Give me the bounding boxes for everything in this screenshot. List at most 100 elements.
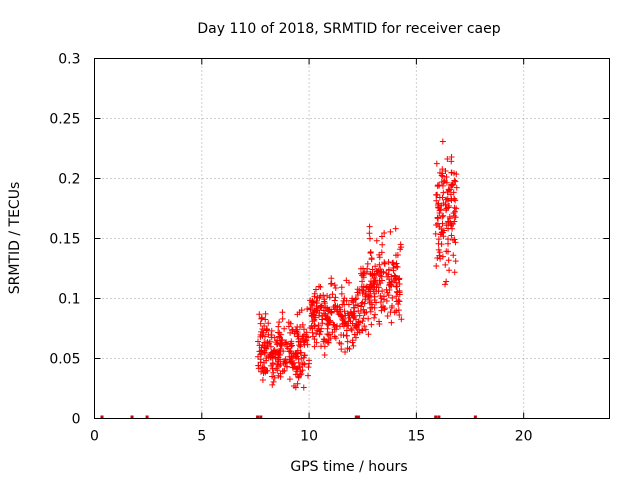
data-point <box>350 342 357 349</box>
y-tick-label: 0.05 <box>49 352 80 368</box>
data-point <box>434 182 441 189</box>
data-point <box>330 321 337 328</box>
data-point <box>367 250 374 257</box>
data-point <box>433 197 440 204</box>
data-point <box>379 288 386 295</box>
data-point <box>367 304 374 311</box>
data-point <box>281 358 288 365</box>
data-point <box>257 320 264 327</box>
data-point <box>258 314 265 321</box>
data-point <box>262 310 269 317</box>
data-point <box>360 306 367 313</box>
data-point <box>347 318 354 325</box>
data-point <box>433 262 440 269</box>
x-axis-label: GPS time / hours <box>290 459 407 475</box>
data-point <box>436 207 443 214</box>
data-point <box>376 261 383 268</box>
data-point <box>378 233 385 240</box>
data-point <box>354 286 361 293</box>
data-point <box>324 320 331 327</box>
data-point <box>261 350 268 357</box>
data-point <box>449 182 456 189</box>
data-point <box>443 179 450 186</box>
data-point <box>436 249 443 256</box>
data-point <box>432 230 439 237</box>
data-point <box>340 297 347 304</box>
data-point <box>381 259 388 266</box>
data-point <box>318 302 325 309</box>
data-point <box>327 335 334 342</box>
data-point <box>436 223 443 230</box>
data-point <box>269 359 276 366</box>
data-point <box>301 361 308 368</box>
data-point <box>443 278 450 285</box>
y-tick-label: 0.3 <box>58 52 80 68</box>
data-point <box>307 305 314 312</box>
data-point <box>368 321 375 328</box>
y-tick-labels: 0 0.05 0.1 0.15 0.2 0.25 0.3 <box>49 52 80 428</box>
data-point <box>439 194 446 201</box>
data-point <box>286 348 293 355</box>
data-point <box>394 288 401 295</box>
data-point <box>445 204 452 211</box>
data-point <box>448 232 455 239</box>
data-point <box>395 301 402 308</box>
data-point <box>450 252 457 259</box>
data-point <box>446 215 453 222</box>
data-point <box>437 255 444 262</box>
data-point <box>261 347 268 354</box>
data-point <box>445 197 452 204</box>
data-point <box>357 307 364 314</box>
chart-title: Day 110 of 2018, SRMTID for receiver cae… <box>197 21 500 37</box>
data-point <box>445 187 452 194</box>
data-point <box>301 331 308 338</box>
data-point <box>435 240 442 247</box>
data-point <box>393 263 400 270</box>
data-point <box>371 314 378 321</box>
data-point <box>296 342 303 349</box>
data-point <box>300 326 307 333</box>
data-point <box>434 202 441 209</box>
data-point <box>312 286 319 293</box>
data-point <box>358 300 365 307</box>
data-point <box>275 357 282 364</box>
data-point <box>434 254 441 261</box>
data-point <box>452 178 459 185</box>
data-point <box>256 311 263 318</box>
data-point <box>258 344 265 351</box>
data-point <box>380 296 387 303</box>
data-point <box>306 360 313 367</box>
data-point <box>275 323 282 330</box>
x-tick-label: 0 <box>90 429 99 445</box>
data-point <box>358 283 365 290</box>
data-point <box>293 368 300 375</box>
data-point <box>316 331 323 338</box>
data-point <box>289 355 296 362</box>
data-point <box>442 281 449 288</box>
data-point <box>449 225 456 232</box>
data-point <box>440 189 447 196</box>
data-point <box>283 339 290 346</box>
data-point <box>352 316 359 323</box>
data-point <box>364 265 371 272</box>
data-point <box>296 364 303 371</box>
data-point <box>293 328 300 335</box>
data-point <box>268 327 275 334</box>
data-point <box>329 329 336 336</box>
data-point <box>386 279 393 286</box>
data-point <box>267 351 274 358</box>
data-point <box>327 319 334 326</box>
data-point <box>439 138 446 145</box>
data-point <box>361 309 368 316</box>
data-point <box>377 299 384 306</box>
data-point <box>279 309 286 316</box>
data-point <box>271 374 278 381</box>
x-tick-labels: 0 5 10 15 20 <box>90 429 533 445</box>
data-point <box>389 302 396 309</box>
data-point <box>338 284 345 291</box>
data-point <box>326 294 333 301</box>
data-point <box>384 313 391 320</box>
data-point <box>396 291 403 298</box>
data-point <box>305 372 312 379</box>
